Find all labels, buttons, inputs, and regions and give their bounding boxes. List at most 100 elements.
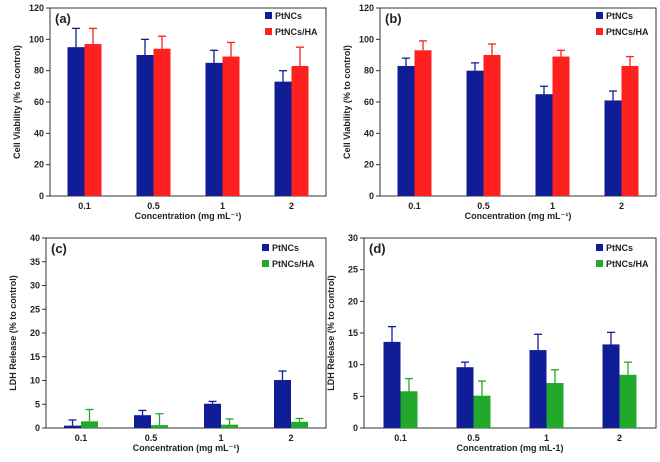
x-category-label: 0.1 xyxy=(75,433,88,443)
chart-panel-4: 0 5 10 15 20 25 30 0.1 0.5 1 2 Concentration (mg mL… xyxy=(326,233,657,453)
bar-ptncs-0.1 xyxy=(383,341,401,428)
x-axis-title: Concentration (mg mL-1) xyxy=(457,443,564,453)
legend-swatch xyxy=(265,12,272,19)
y-tick-label: 20 xyxy=(30,328,40,338)
x-axis-title: Concentration (mg mL⁻¹) xyxy=(465,211,572,221)
chart-panel-2: 0 20 40 60 80 100 120 0.1 0.5 1 2 Concentration (mg… xyxy=(342,3,657,221)
y-tick-label: 15 xyxy=(348,328,358,338)
y-axis-title: Cell Viability (% to control) xyxy=(12,45,22,159)
x-category-label: 1 xyxy=(544,433,549,443)
y-tick-label: 100 xyxy=(359,34,374,44)
x-category-label: 0.1 xyxy=(408,201,421,211)
bar-ptncs-ha-0.1 xyxy=(81,421,98,428)
y-tick-label: 35 xyxy=(30,257,40,267)
bar-ptncs-ha-0.1 xyxy=(414,50,432,196)
x-category-label: 2 xyxy=(619,201,624,211)
y-tick-label: 40 xyxy=(364,128,374,138)
legend-label: PtNCs/HA xyxy=(272,259,315,269)
y-axis-title: LDH Release (% to control) xyxy=(8,275,18,391)
y-tick-label: 60 xyxy=(34,97,44,107)
bar-ptncs-ha-0.1 xyxy=(400,391,418,428)
legend-label: PtNCs xyxy=(606,243,633,253)
bar-ptncs-ha-1 xyxy=(552,56,570,196)
y-tick-label: 80 xyxy=(364,66,374,76)
bar-ptncs-ha-1 xyxy=(222,56,240,196)
y-tick-label: 5 xyxy=(35,399,40,409)
bar-ptncs-1 xyxy=(535,94,553,196)
bar-ptncs-ha-1 xyxy=(221,424,238,428)
bar-ptncs-ha-2 xyxy=(621,65,639,196)
bar-ptncs-2 xyxy=(274,380,291,428)
x-category-label: 0.1 xyxy=(394,433,407,443)
bar-ptncs-0.1 xyxy=(397,65,415,196)
y-tick-label: 60 xyxy=(364,97,374,107)
y-tick-label: 25 xyxy=(348,265,358,275)
y-tick-label: 30 xyxy=(30,281,40,291)
y-axis-title: Cell Viability (% to control) xyxy=(342,45,352,159)
bar-ptncs-ha-0.5 xyxy=(153,48,171,196)
y-tick-label: 25 xyxy=(30,304,40,314)
y-tick-label: 30 xyxy=(348,233,358,243)
legend-swatch xyxy=(265,28,272,35)
y-tick-label: 20 xyxy=(364,160,374,170)
bar-ptncs-1 xyxy=(205,62,223,197)
panel-label: (a) xyxy=(55,11,71,26)
y-tick-label: 100 xyxy=(29,34,44,44)
chart-panel-3: 0 5 10 15 20 25 30 35 40 0.1 0.5 1 2 Concentration (m… xyxy=(8,233,327,453)
x-category-label: 0.5 xyxy=(477,201,490,211)
x-category-label: 0.5 xyxy=(467,433,480,443)
bar-ptncs-2 xyxy=(274,81,292,196)
y-tick-label: 40 xyxy=(30,233,40,243)
bar-ptncs-2 xyxy=(602,344,620,428)
bar-ptncs-ha-0.5 xyxy=(483,55,501,196)
bar-ptncs-0.1 xyxy=(67,47,85,196)
bar-ptncs-1 xyxy=(204,403,221,428)
legend-label: PtNCs xyxy=(275,11,302,21)
bar-ptncs-0.5 xyxy=(136,55,154,196)
x-category-label: 2 xyxy=(617,433,622,443)
legend-swatch xyxy=(262,244,269,251)
y-tick-label: 0 xyxy=(369,191,374,201)
x-category-label: 1 xyxy=(218,433,223,443)
legend-label: PtNCs/HA xyxy=(606,27,649,37)
legend-swatch xyxy=(596,244,603,251)
x-category-label: 2 xyxy=(288,433,293,443)
legend-swatch xyxy=(596,12,603,19)
y-tick-label: 0 xyxy=(35,423,40,433)
legend-swatch xyxy=(262,260,269,267)
x-axis-title: Concentration (mg mL⁻¹) xyxy=(133,443,240,453)
x-category-label: 0.5 xyxy=(147,201,160,211)
bar-ptncs-0.5 xyxy=(456,367,474,428)
y-tick-label: 10 xyxy=(30,376,40,386)
y-tick-label: 5 xyxy=(353,391,358,401)
bar-ptncs-ha-2 xyxy=(291,65,309,196)
y-tick-label: 20 xyxy=(34,160,44,170)
bar-ptncs-ha-0.5 xyxy=(151,425,168,428)
panel-label: (b) xyxy=(385,11,402,26)
y-tick-label: 20 xyxy=(348,296,358,306)
x-category-label: 1 xyxy=(220,201,225,211)
bar-ptncs-1 xyxy=(529,350,547,428)
y-tick-label: 120 xyxy=(29,3,44,13)
legend-label: PtNCs/HA xyxy=(606,259,649,269)
legend-swatch xyxy=(596,28,603,35)
x-category-label: 0.5 xyxy=(145,433,158,443)
x-category-label: 1 xyxy=(550,201,555,211)
bar-ptncs-0.5 xyxy=(466,70,484,196)
panel-label: (d) xyxy=(369,241,386,256)
bar-ptncs-ha-1 xyxy=(546,383,564,428)
legend-label: PtNCs xyxy=(606,11,633,21)
x-category-label: 2 xyxy=(289,201,294,211)
y-tick-label: 0 xyxy=(39,191,44,201)
y-tick-label: 15 xyxy=(30,352,40,362)
bar-ptncs-ha-2 xyxy=(291,421,308,428)
x-category-label: 0.1 xyxy=(78,201,91,211)
y-axis-title: LDH Release (% to control) xyxy=(326,275,336,391)
y-tick-label: 0 xyxy=(353,423,358,433)
y-tick-label: 120 xyxy=(359,3,374,13)
bar-ptncs-ha-2 xyxy=(619,374,637,428)
legend-label: PtNCs/HA xyxy=(275,27,318,37)
bar-ptncs-2 xyxy=(604,100,622,196)
bar-ptncs-0.1 xyxy=(64,425,81,428)
